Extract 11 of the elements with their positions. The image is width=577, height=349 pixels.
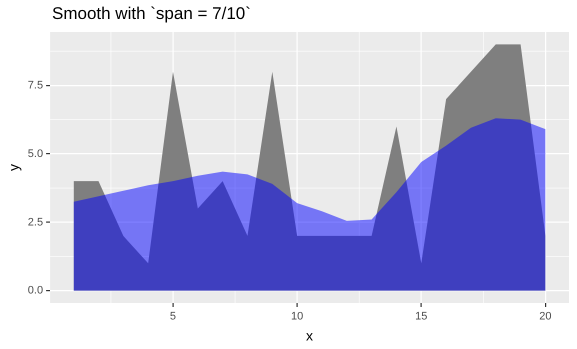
y-tick-label: 7.5 — [28, 79, 44, 92]
x-axis-title: x — [306, 327, 314, 344]
x-tick-label: 10 — [291, 310, 304, 323]
y-tick-label: 2.5 — [28, 216, 44, 228]
x-tick-label: 5 — [170, 310, 176, 323]
y-axis-title: y — [5, 164, 22, 171]
x-tick-label: 15 — [415, 310, 428, 323]
y-tick-label: 0.0 — [28, 284, 44, 297]
chart-title: Smooth with `span = 7/10` — [52, 4, 251, 24]
x-tick-label: 20 — [539, 310, 552, 323]
y-tick-label: 5.0 — [28, 148, 44, 160]
